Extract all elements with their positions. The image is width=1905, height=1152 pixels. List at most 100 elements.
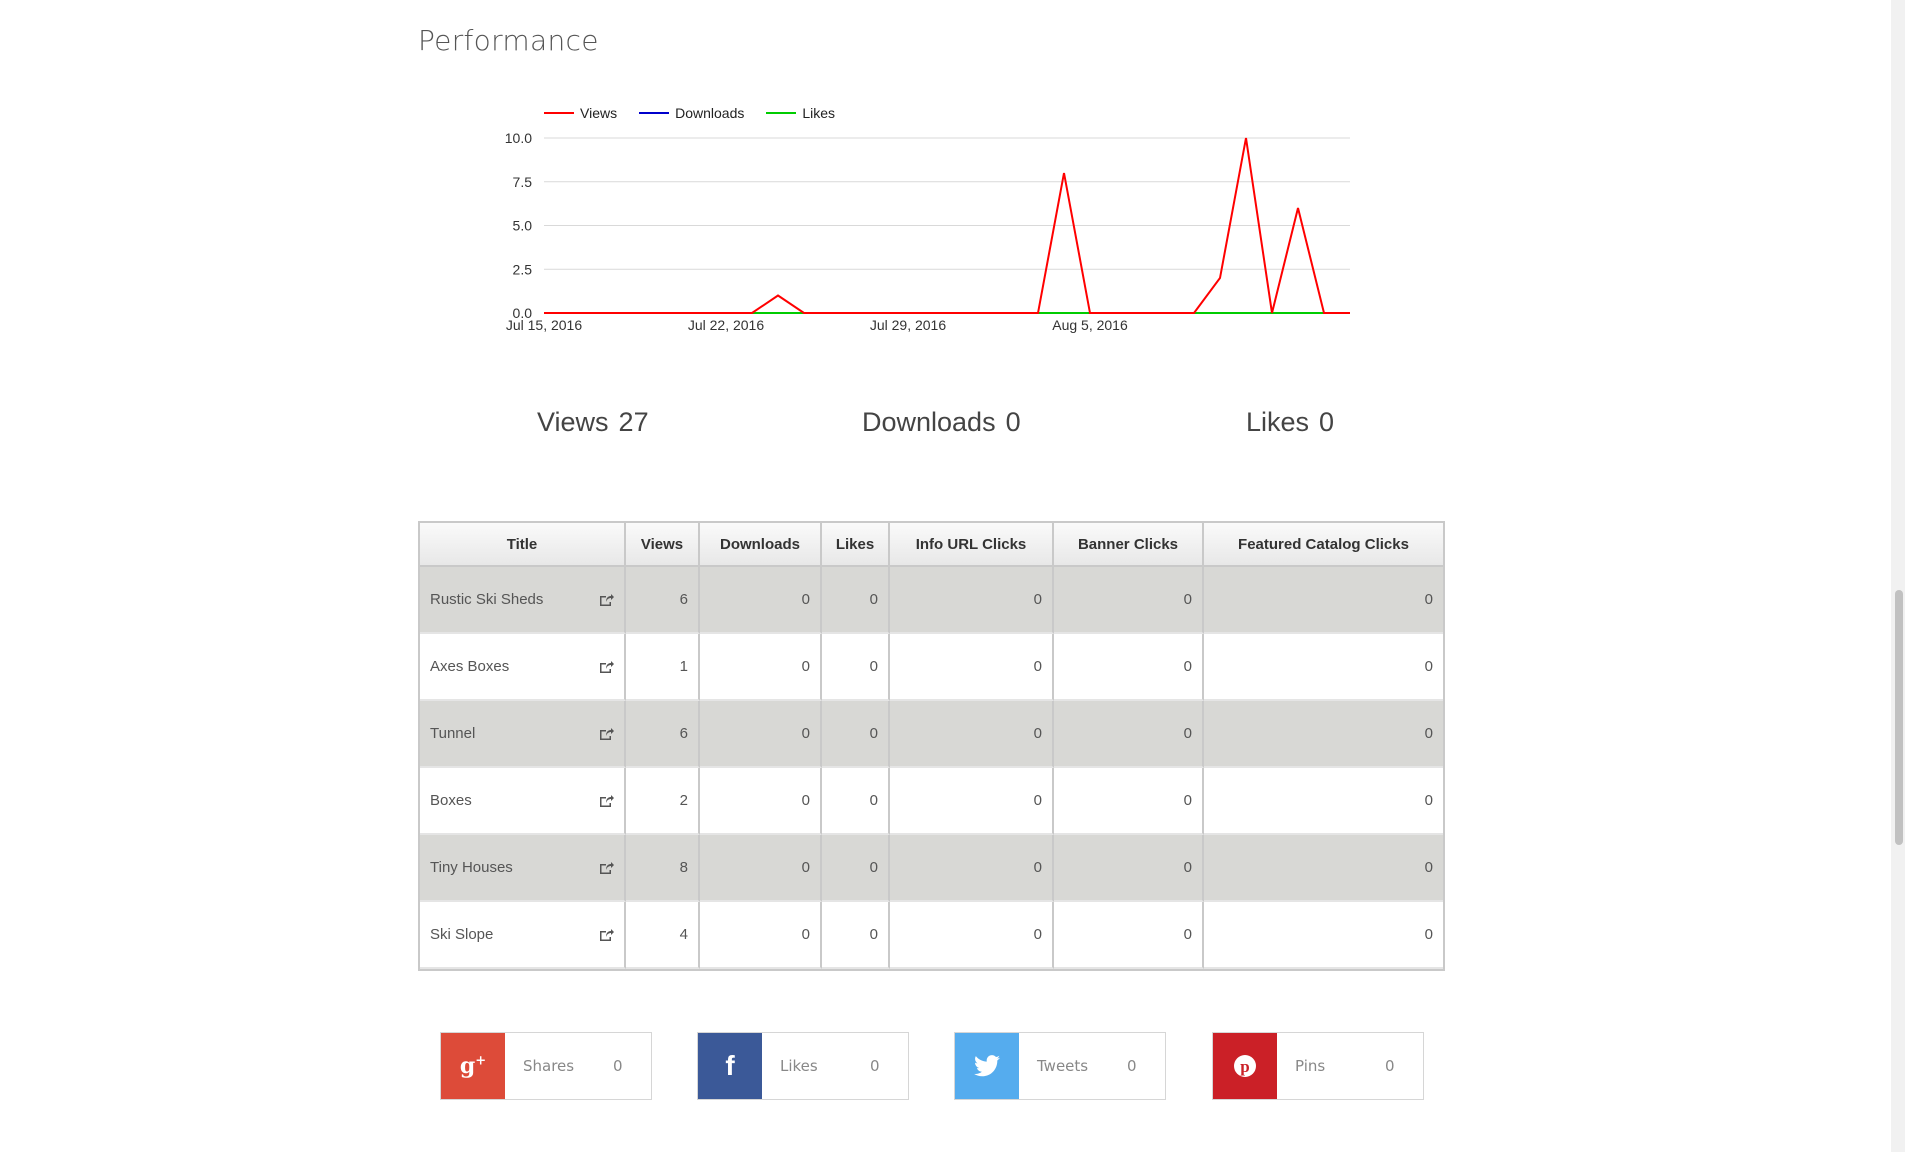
legend-swatch-likes (766, 112, 797, 114)
cell-downloads: 0 (700, 701, 822, 768)
stat-downloads-value: 0 (1005, 407, 1021, 437)
stat-views: Views 27 (537, 407, 649, 438)
pinterest-icon[interactable]: p (1213, 1033, 1277, 1099)
social-google-plus-box[interactable]: g+ Shares 0 (440, 1032, 652, 1100)
cell-downloads: 0 (700, 835, 822, 902)
cell-banner-clicks: 0 (1054, 634, 1204, 701)
x-tick-label: Jul 29, 2016 (870, 317, 946, 333)
y-tick-label: 7.5 (513, 174, 533, 190)
cell-views: 2 (626, 768, 700, 835)
scrollbar-thumb[interactable] (1895, 590, 1903, 845)
col-header-views[interactable]: Views (626, 523, 700, 567)
x-tick-label: Aug 5, 2016 (1052, 317, 1128, 333)
cell-downloads: 0 (700, 902, 822, 969)
page-title: Performance (418, 24, 599, 57)
y-tick-label: 5.0 (513, 218, 533, 234)
external-link-icon[interactable] (598, 726, 614, 742)
chart-legend: Views Downloads Likes (544, 105, 835, 121)
social-twitter-label: Tweets (1037, 1057, 1089, 1075)
cell-title: Rustic Ski Sheds (420, 567, 626, 634)
external-link-icon[interactable] (598, 659, 614, 675)
row-title[interactable]: Boxes (430, 792, 472, 809)
table-header-row: Title Views Downloads Likes Info URL Cli… (420, 523, 1443, 567)
external-link-icon[interactable] (598, 860, 614, 876)
stat-likes-label: Likes (1246, 407, 1310, 437)
table-row: Boxes 2 0 0 0 0 0 (420, 768, 1443, 835)
svg-text:p: p (1240, 1057, 1249, 1076)
cell-title: Ski Slope (420, 902, 626, 969)
cell-title: Tunnel (420, 701, 626, 768)
cell-likes: 0 (822, 701, 890, 768)
social-pinterest-label: Pins (1295, 1057, 1326, 1075)
row-title[interactable]: Rustic Ski Sheds (430, 591, 544, 608)
table-row: Tunnel 6 0 0 0 0 0 (420, 701, 1443, 768)
cell-views: 4 (626, 902, 700, 969)
social-twitter-box[interactable]: Tweets 0 (954, 1032, 1166, 1100)
facebook-icon[interactable]: f (698, 1033, 762, 1099)
col-header-banner-clicks[interactable]: Banner Clicks (1054, 523, 1204, 567)
cell-featured-catalog-clicks: 0 (1204, 701, 1443, 768)
cell-banner-clicks: 0 (1054, 567, 1204, 634)
cell-likes: 0 (822, 835, 890, 902)
legend-item-downloads[interactable]: Downloads (639, 105, 744, 121)
col-header-likes[interactable]: Likes (822, 523, 890, 567)
row-title[interactable]: Axes Boxes (430, 658, 510, 675)
col-header-info-url-clicks[interactable]: Info URL Clicks (890, 523, 1054, 567)
cell-views: 6 (626, 701, 700, 768)
legend-swatch-downloads (639, 112, 670, 114)
row-title[interactable]: Ski Slope (430, 926, 494, 943)
cell-title: Tiny Houses (420, 835, 626, 902)
stat-likes-value: 0 (1319, 407, 1335, 437)
stat-likes: Likes 0 (1246, 407, 1334, 438)
y-tick-label: 0.0 (513, 305, 533, 321)
cell-featured-catalog-clicks: 0 (1204, 768, 1443, 835)
external-link-icon[interactable] (598, 793, 614, 809)
page-scrollbar[interactable] (1891, 0, 1905, 1152)
table-row: Axes Boxes 1 0 0 0 0 0 (420, 634, 1443, 701)
social-pinterest-box[interactable]: p Pins 0 (1212, 1032, 1424, 1100)
legend-item-likes[interactable]: Likes (766, 105, 835, 121)
y-tick-label: 10.0 (505, 130, 532, 146)
social-twitter-count: 0 (1127, 1057, 1137, 1075)
cell-views: 1 (626, 634, 700, 701)
x-tick-label: Jul 15, 2016 (506, 317, 582, 333)
col-header-featured-catalog-clicks[interactable]: Featured Catalog Clicks (1204, 523, 1443, 567)
col-header-title[interactable]: Title (420, 523, 626, 567)
row-title[interactable]: Tiny Houses (430, 859, 513, 876)
legend-label-likes: Likes (802, 105, 836, 121)
performance-chart: Views Downloads Likes 0.0 2.5 5.0 7.5 10.0 Ju… (480, 95, 1380, 355)
cell-likes: 0 (822, 634, 890, 701)
cell-downloads: 0 (700, 634, 822, 701)
x-tick-label: Jul 22, 2016 (688, 317, 764, 333)
social-facebook-box[interactable]: f Likes 0 (697, 1032, 909, 1100)
performance-table: Title Views Downloads Likes Info URL Cli… (418, 521, 1445, 971)
cell-info-url-clicks: 0 (890, 567, 1054, 634)
social-facebook-label: Likes (780, 1057, 818, 1075)
external-link-icon[interactable] (598, 592, 614, 608)
series-line-views (544, 137, 1350, 314)
twitter-icon[interactable] (955, 1033, 1019, 1099)
cell-title: Boxes (420, 768, 626, 835)
cell-banner-clicks: 0 (1054, 902, 1204, 969)
stat-views-value: 27 (618, 407, 649, 437)
social-facebook-count: 0 (870, 1057, 880, 1075)
cell-title: Axes Boxes (420, 634, 626, 701)
google-plus-icon[interactable]: g+ (441, 1033, 505, 1099)
y-tick-label: 2.5 (513, 261, 533, 277)
legend-item-views[interactable]: Views (544, 105, 617, 121)
cell-banner-clicks: 0 (1054, 835, 1204, 902)
cell-info-url-clicks: 0 (890, 634, 1054, 701)
social-google-plus-count: 0 (613, 1057, 623, 1075)
cell-views: 6 (626, 567, 700, 634)
col-header-downloads[interactable]: Downloads (700, 523, 822, 567)
cell-banner-clicks: 0 (1054, 768, 1204, 835)
cell-downloads: 0 (700, 768, 822, 835)
table-row: Rustic Ski Sheds 6 0 0 0 0 0 (420, 567, 1443, 634)
cell-banner-clicks: 0 (1054, 701, 1204, 768)
social-google-plus-label: Shares (523, 1057, 575, 1075)
legend-label-downloads: Downloads (675, 105, 745, 121)
cell-views: 8 (626, 835, 700, 902)
cell-featured-catalog-clicks: 0 (1204, 902, 1443, 969)
row-title[interactable]: Tunnel (430, 725, 476, 742)
external-link-icon[interactable] (598, 927, 614, 943)
